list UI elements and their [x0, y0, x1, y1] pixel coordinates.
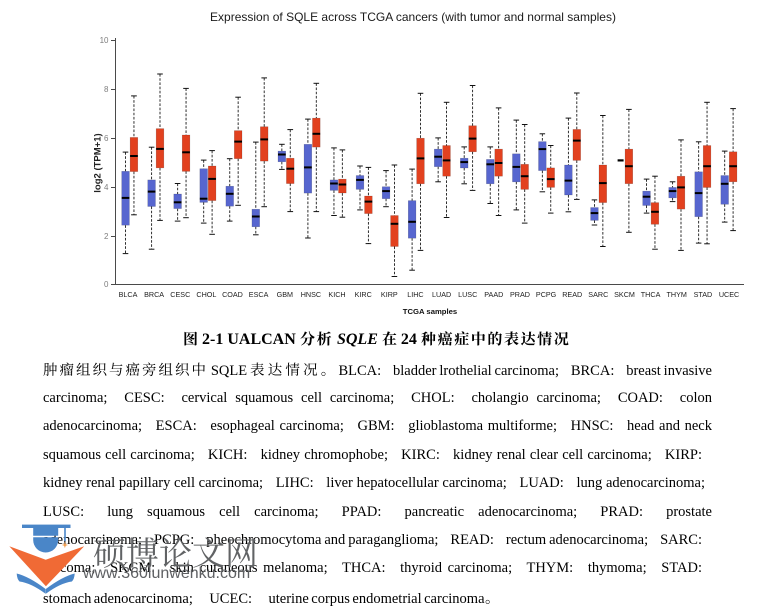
- svg-text:TCGA samples: TCGA samples: [403, 307, 457, 316]
- svg-text:SARC: SARC: [588, 290, 608, 299]
- svg-text:CHOL: CHOL: [196, 290, 216, 299]
- svg-text:Expression of SQLE across TCGA: Expression of SQLE across TCGA cancers (…: [210, 10, 616, 24]
- svg-text:KIRC: KIRC: [355, 290, 372, 299]
- svg-text:6: 6: [104, 134, 109, 143]
- svg-text:ESCA: ESCA: [249, 290, 269, 299]
- svg-text:PAAD: PAAD: [484, 290, 503, 299]
- svg-text:LIHC: LIHC: [407, 290, 423, 299]
- svg-text:LUAD: LUAD: [432, 290, 451, 299]
- svg-text:10: 10: [100, 36, 109, 45]
- svg-text:PCPG: PCPG: [536, 290, 557, 299]
- svg-text:BRCA: BRCA: [144, 290, 164, 299]
- svg-text:THYM: THYM: [667, 290, 687, 299]
- svg-text:STAD: STAD: [694, 290, 713, 299]
- svg-text:KICH: KICH: [328, 290, 345, 299]
- svg-text:4: 4: [104, 183, 109, 192]
- svg-text:8: 8: [104, 85, 109, 94]
- svg-text:2: 2: [104, 232, 109, 241]
- svg-text:CESC: CESC: [170, 290, 190, 299]
- svg-text:BLCA: BLCA: [119, 290, 138, 299]
- svg-text:log2 (TPM+1): log2 (TPM+1): [93, 133, 104, 192]
- svg-text:HNSC: HNSC: [301, 290, 321, 299]
- svg-text:SKCM: SKCM: [614, 290, 635, 299]
- svg-text:KIRP: KIRP: [381, 290, 398, 299]
- svg-text:PRAD: PRAD: [510, 290, 530, 299]
- svg-text:COAD: COAD: [222, 290, 243, 299]
- svg-text:UCEC: UCEC: [719, 290, 739, 299]
- svg-text:LUSC: LUSC: [458, 290, 477, 299]
- svg-text:READ: READ: [562, 290, 582, 299]
- svg-text:GBM: GBM: [277, 290, 293, 299]
- svg-text:THCA: THCA: [641, 290, 661, 299]
- svg-text:0: 0: [104, 280, 109, 289]
